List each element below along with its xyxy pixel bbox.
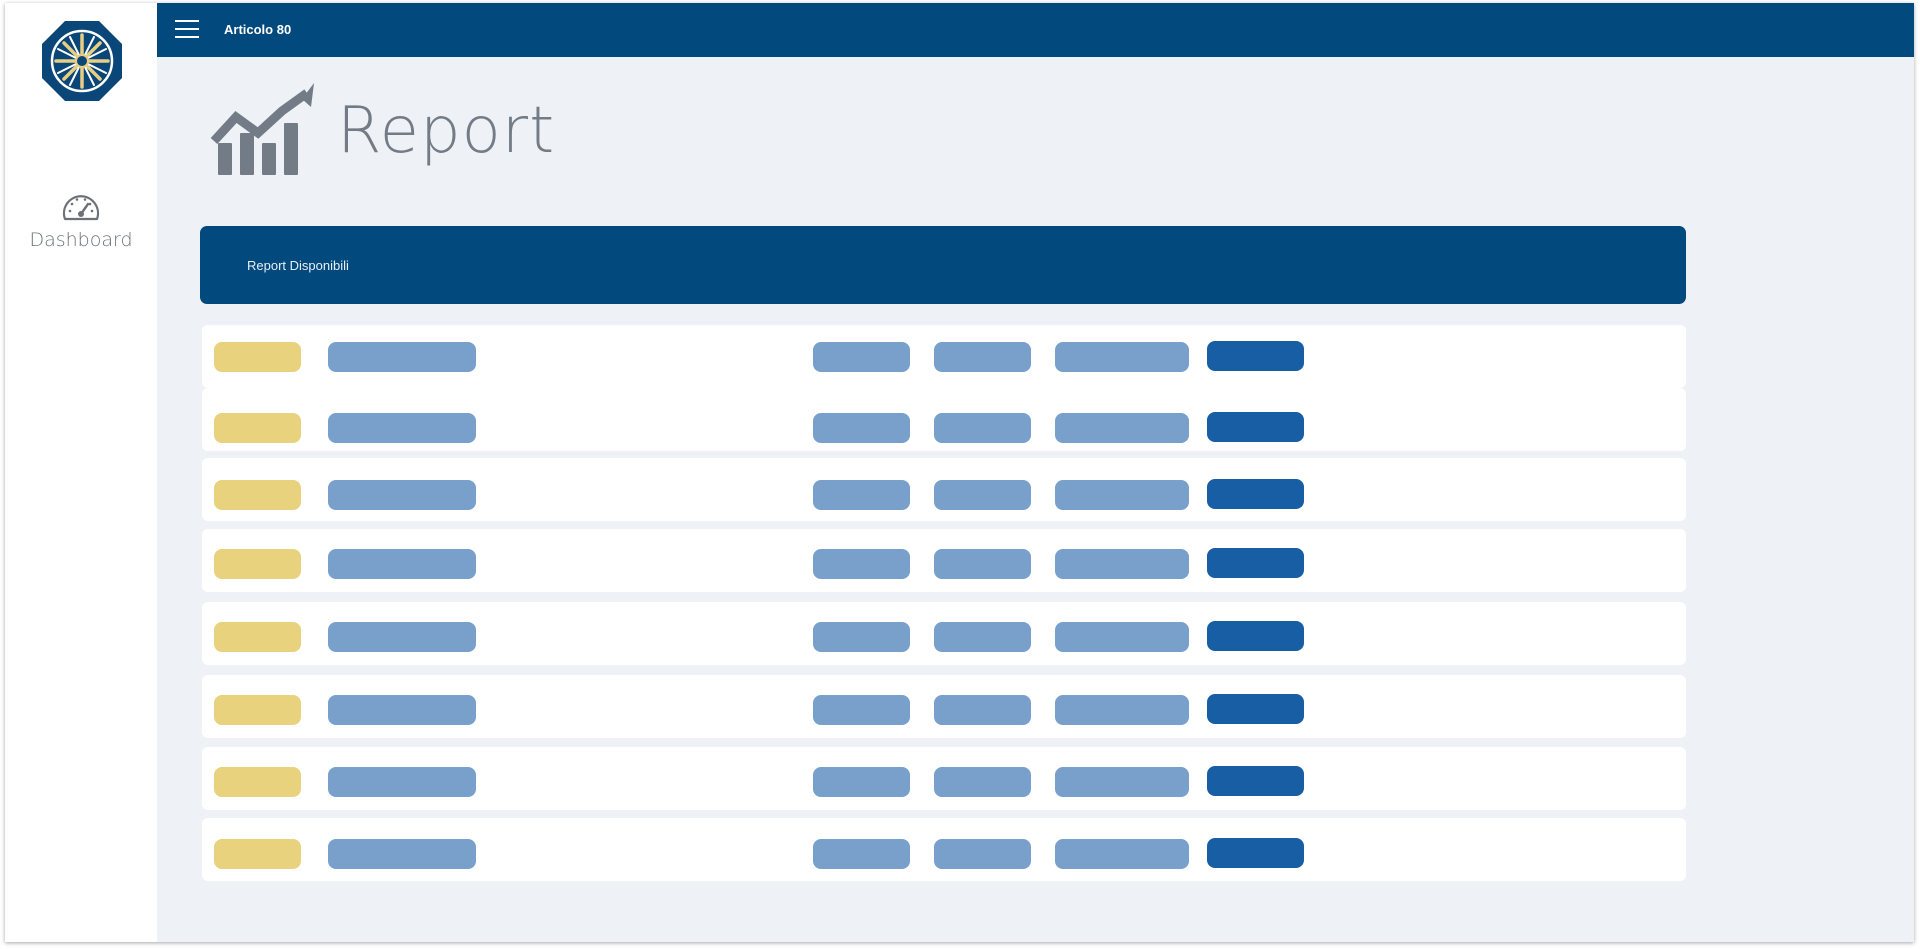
report-badge-placeholder [214,839,301,869]
report-badge-placeholder [214,549,301,579]
report-action-button[interactable] [1207,548,1304,578]
report-row [202,675,1686,738]
speedometer-icon [62,195,100,221]
report-field-placeholder [813,342,910,372]
report-action-button[interactable] [1207,766,1304,796]
report-name-placeholder [328,767,476,797]
report-field-placeholder [1055,695,1189,725]
report-field-placeholder [1055,622,1189,652]
report-badge-placeholder [214,622,301,652]
report-name-placeholder [328,342,476,372]
report-name-placeholder [328,549,476,579]
page-title: Report [337,94,556,168]
report-row [202,529,1686,592]
report-action-button[interactable] [1207,412,1304,442]
report-field-placeholder [934,480,1031,510]
reports-panel-header: Report Disponibili [200,226,1686,304]
top-bar: Articolo 80 [157,3,1914,57]
report-row [202,458,1686,521]
report-field-placeholder [813,695,910,725]
report-action-button[interactable] [1207,479,1304,509]
report-action-button[interactable] [1207,694,1304,724]
report-action-button[interactable] [1207,621,1304,651]
report-field-placeholder [813,767,910,797]
report-field-placeholder [1055,839,1189,869]
report-badge-placeholder [214,767,301,797]
report-row [202,325,1686,388]
report-name-placeholder [328,695,476,725]
sidebar: Dashboard [5,3,157,942]
report-field-placeholder [813,839,910,869]
report-action-button[interactable] [1207,838,1304,868]
report-field-placeholder [813,622,910,652]
report-field-placeholder [934,413,1031,443]
report-field-placeholder [934,342,1031,372]
report-field-placeholder [934,549,1031,579]
report-name-placeholder [328,480,476,510]
report-row [202,388,1686,451]
report-field-placeholder [934,622,1031,652]
report-field-placeholder [1055,342,1189,372]
report-row [202,818,1686,881]
report-field-placeholder [1055,767,1189,797]
report-badge-placeholder [214,413,301,443]
report-name-placeholder [328,413,476,443]
logo [42,21,122,101]
chart-up-arrow-icon [210,83,314,175]
report-field-placeholder [1055,549,1189,579]
report-field-placeholder [934,767,1031,797]
app-title: Articolo 80 [224,22,292,37]
report-field-placeholder [1055,480,1189,510]
report-badge-placeholder [214,480,301,510]
report-field-placeholder [934,695,1031,725]
report-field-placeholder [813,549,910,579]
report-badge-placeholder [214,695,301,725]
sidebar-item-dashboard[interactable]: Dashboard [5,191,157,261]
report-name-placeholder [328,839,476,869]
panel-title: Report Disponibili [247,258,349,273]
sidebar-item-label: Dashboard [29,229,133,251]
report-action-button[interactable] [1207,341,1304,371]
report-badge-placeholder [214,342,301,372]
report-name-placeholder [328,622,476,652]
app-window: Dashboard Articolo 80 Report Report Disp… [5,3,1914,942]
hamburger-menu-icon[interactable] [175,19,199,39]
report-field-placeholder [1055,413,1189,443]
report-row [202,602,1686,665]
report-field-placeholder [934,839,1031,869]
report-field-placeholder [813,413,910,443]
report-row [202,747,1686,810]
report-field-placeholder [813,480,910,510]
